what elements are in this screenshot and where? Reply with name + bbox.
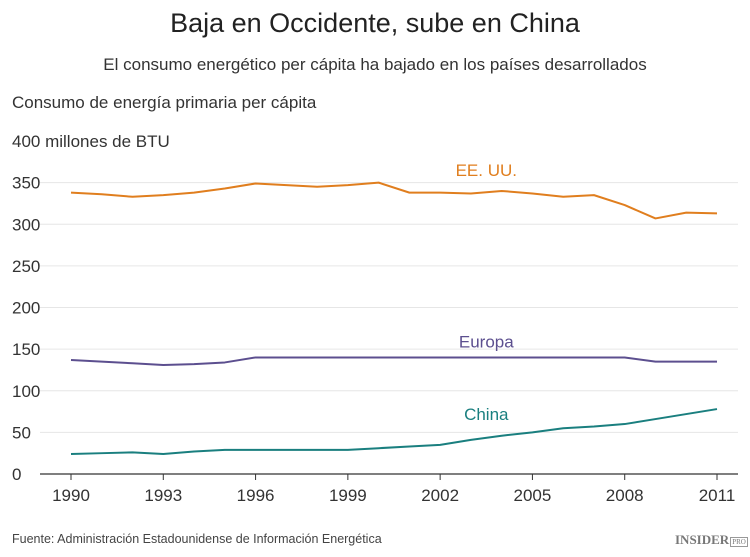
series-line-china [70,408,718,456]
logo-text: INSIDER [675,532,730,547]
y-tick-label: 200 [12,299,40,318]
x-tick-label: 2002 [421,486,459,505]
logo-sup: PRO [730,537,748,547]
x-tick-label: 2005 [514,486,552,505]
y-tick-label: 300 [12,215,40,234]
x-tick-label: 2008 [606,486,644,505]
chart-title: Baja en Occidente, sube en China [170,8,580,38]
x-tick-label: 2011 [699,486,736,505]
series-label: China [464,405,509,424]
series-label: EE. UU. [456,161,517,180]
y-tick-label: 350 [12,174,40,193]
x-tick-label: 1999 [329,486,367,505]
y-tick-label-top: 400 millones de BTU [12,132,170,151]
x-tick-label: 1993 [144,486,182,505]
series-label: Europa [459,332,514,351]
y-tick-label: 0 [12,465,21,484]
y-tick-label: 150 [12,340,40,359]
source-note: Fuente: Administración Estadounidense de… [12,532,382,546]
y-tick-label: 100 [12,382,40,401]
y-axis-label: Consumo de energía primaria per cápita [12,93,317,112]
y-tick-label: 250 [12,257,40,276]
chart-subtitle: El consumo energético per cápita ha baja… [103,55,647,74]
y-tick-label: 50 [12,423,31,442]
x-tick-label: 1996 [237,486,275,505]
series-line-eeuu [70,181,718,220]
x-tick-label: 1990 [52,486,90,505]
insider-pro-logo: INSIDER PRO [675,532,748,548]
series-line-europa [70,356,717,366]
